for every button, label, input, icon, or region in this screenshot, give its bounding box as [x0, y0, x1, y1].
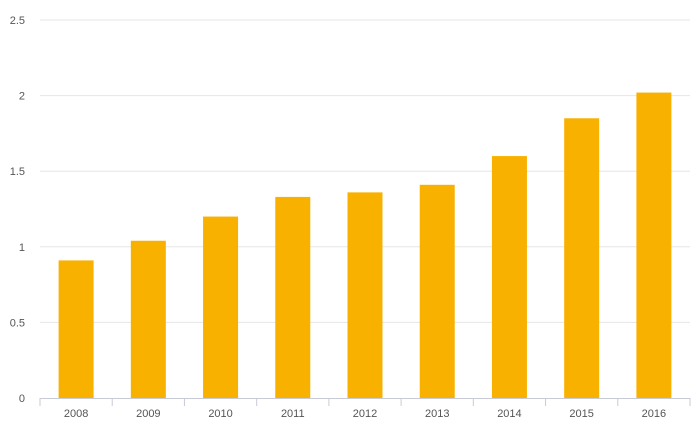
x-tick-label: 2013 — [425, 408, 449, 420]
x-tick-label: 2016 — [642, 408, 666, 420]
x-tick-label: 2012 — [353, 408, 377, 420]
x-tick-label: 2009 — [136, 408, 160, 420]
bar-2010 — [203, 216, 239, 398]
y-tick-label: 1 — [19, 242, 25, 254]
x-axis-tick-labels: 2008 2009 2010 2011 2012 2013 2014 2015 2016 — [64, 408, 666, 420]
bar-2012 — [347, 192, 383, 398]
bar-2015 — [564, 118, 600, 398]
y-tick-label: 2.5 — [10, 15, 25, 27]
y-tick-label: 0.5 — [10, 317, 25, 329]
x-tick-label: 2014 — [497, 408, 521, 420]
bar-2016 — [636, 92, 672, 399]
bar-2009 — [130, 240, 166, 398]
bar-2011 — [275, 196, 311, 398]
bar-2008 — [58, 260, 94, 398]
x-tick-label: 2015 — [569, 408, 593, 420]
y-tick-label: 0 — [19, 393, 25, 405]
bar-2013 — [419, 184, 455, 398]
bar-2014 — [491, 156, 527, 398]
x-tick-label: 2008 — [64, 408, 88, 420]
y-tick-label: 1.5 — [10, 166, 25, 178]
x-tick-label: 2010 — [208, 408, 232, 420]
x-axis — [39, 398, 691, 406]
bars — [58, 92, 672, 399]
y-tick-label: 2 — [19, 91, 25, 103]
x-tick-label: 2011 — [281, 408, 305, 420]
y-axis-tick-labels: 0 0.5 1 1.5 2 2.5 — [10, 15, 25, 405]
